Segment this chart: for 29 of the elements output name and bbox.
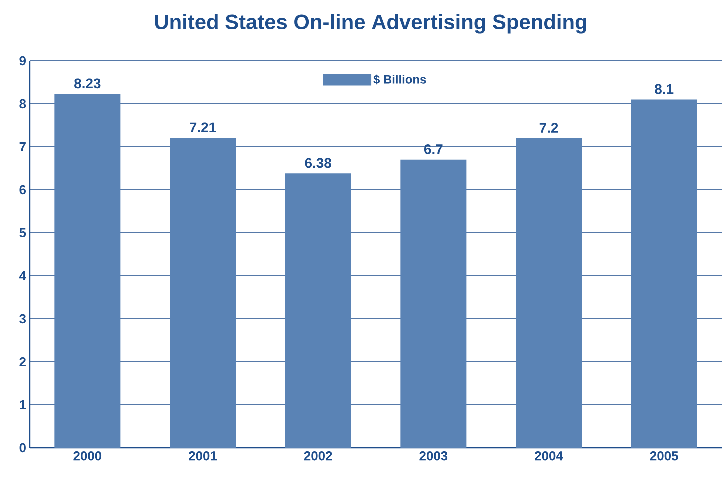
x-tick-label: 2000 xyxy=(74,452,102,461)
bar xyxy=(400,160,467,448)
bar xyxy=(516,138,582,448)
bar xyxy=(285,174,352,448)
y-tick-label: 8 xyxy=(20,99,26,109)
x-tick-label: 2004 xyxy=(535,452,564,461)
y-tick-label: 3 xyxy=(20,314,26,324)
y-tick-label: 1 xyxy=(20,400,26,410)
x-tick-label: 2003 xyxy=(420,452,448,461)
data-label: 8.1 xyxy=(655,84,674,94)
y-tick-label: 6 xyxy=(20,185,26,195)
data-label: 7.21 xyxy=(190,122,216,132)
x-tick-label: 2005 xyxy=(650,452,678,461)
y-tick-label: 9 xyxy=(20,56,26,66)
bar xyxy=(170,138,236,448)
legend-label: $ Billions xyxy=(374,74,426,85)
x-tick-label: 2002 xyxy=(304,452,332,461)
x-tick-label: 2001 xyxy=(189,452,218,461)
data-label: 6.38 xyxy=(305,158,332,168)
chart-title: United States On-line Advertising Spending xyxy=(155,14,586,34)
y-tick-label: 7 xyxy=(20,142,26,152)
y-tick-label: 4 xyxy=(19,272,26,280)
y-tick-label: 5 xyxy=(20,228,26,238)
bar xyxy=(54,94,121,448)
y-tick-label: 2 xyxy=(20,357,26,367)
bar xyxy=(631,100,698,448)
data-label: 7.2 xyxy=(540,123,558,133)
data-label: 8.23 xyxy=(74,78,101,89)
y-tick-label: 0 xyxy=(20,443,26,453)
